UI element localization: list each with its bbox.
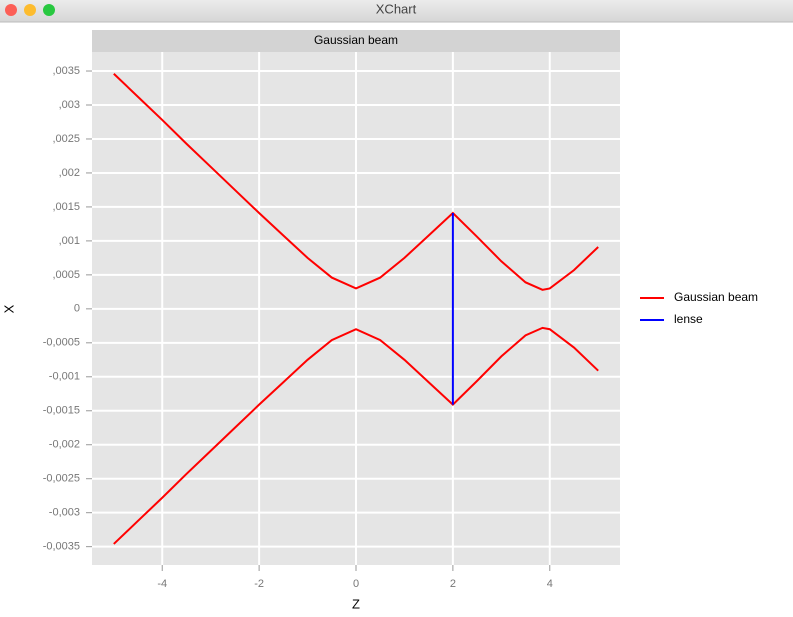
y-tick-label: -0,002: [49, 439, 80, 451]
y-tick-label: -0,001: [49, 371, 80, 383]
y-tick-label: -0,0005: [43, 337, 80, 349]
y-tick-label: 0: [74, 303, 80, 315]
y-tick-label: ,0025: [52, 133, 80, 145]
x-tick-label: 0: [353, 578, 359, 590]
y-tick-label: -0,0015: [43, 405, 80, 417]
x-tick-label: 4: [547, 578, 553, 590]
close-button[interactable]: [5, 4, 17, 16]
title-bar: [0, 0, 793, 22]
chart-title: Gaussian beam: [314, 33, 398, 47]
minimize-button[interactable]: [24, 4, 36, 16]
series-line: [113, 73, 599, 545]
y-tick-label: ,002: [59, 167, 80, 179]
legend-label: Gaussian beam: [674, 290, 758, 304]
window-title: XChart: [376, 1, 417, 16]
legend-label: lense: [674, 312, 703, 326]
y-tick-label: ,0035: [52, 65, 80, 77]
x-tick-label: -2: [254, 578, 264, 590]
x-tick-label: 2: [450, 578, 456, 590]
y-tick-label: -0,0025: [43, 473, 80, 485]
x-tick-label: -4: [157, 578, 167, 590]
chart-title-box: [92, 30, 620, 52]
y-axis-label: X: [1, 304, 16, 313]
y-tick-label: -0,0035: [43, 541, 80, 553]
zoom-button[interactable]: [43, 4, 55, 16]
y-tick-label: -0,003: [49, 507, 80, 519]
y-tick-label: ,003: [59, 99, 80, 111]
y-tick-label: ,001: [59, 235, 80, 247]
x-axis-label: Z: [352, 596, 360, 611]
y-tick-label: ,0015: [52, 201, 80, 213]
y-tick-label: ,0005: [52, 269, 80, 281]
